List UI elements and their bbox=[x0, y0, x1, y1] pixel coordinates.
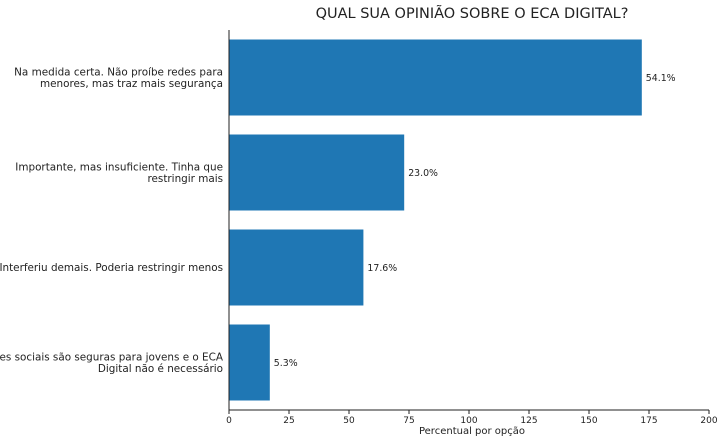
category-label-3-1: Digital não é necessário bbox=[98, 363, 223, 375]
x-tick-label-6: 150 bbox=[580, 416, 597, 426]
bar-2 bbox=[229, 229, 364, 306]
x-tick-label-2: 50 bbox=[343, 416, 355, 426]
x-ticks: 0 25 50 75 100 125 150 175 200 bbox=[226, 410, 718, 426]
x-tick-label-1: 25 bbox=[283, 416, 294, 426]
x-tick-label-3: 75 bbox=[403, 416, 414, 426]
bars-group bbox=[229, 39, 642, 401]
x-tick-label-5: 125 bbox=[520, 416, 537, 426]
x-tick-label-8: 200 bbox=[700, 416, 717, 426]
x-tick-label-7: 175 bbox=[640, 416, 657, 426]
x-axis-label: Percentual por opção bbox=[419, 426, 525, 437]
data-labels: 54.1% 23.0% 17.6% 5.3% bbox=[274, 73, 676, 369]
data-label-0: 54.1% bbox=[646, 73, 676, 84]
chart-title: QUAL SUA OPINIÃO SOBRE O ECA DIGITAL? bbox=[316, 5, 629, 22]
bar-1 bbox=[229, 134, 405, 211]
x-tick-label-4: 100 bbox=[460, 416, 477, 426]
bar-0 bbox=[229, 39, 642, 116]
category-label-0-0: Na medida certa. Não proíbe redes para bbox=[14, 66, 223, 78]
category-label-1-0: Importante, mas insuficiente. Tinha que bbox=[15, 161, 223, 173]
x-tick-label-0: 0 bbox=[226, 416, 232, 426]
category-label-2-0: Interferiu demais. Poderia restringir me… bbox=[0, 262, 223, 274]
bar-3 bbox=[229, 324, 270, 401]
data-label-2: 17.6% bbox=[367, 263, 397, 274]
category-label-3-0: Redes sociais são seguras para jovens e … bbox=[0, 351, 224, 363]
category-label-0-1: menores, mas traz mais segurança bbox=[40, 78, 223, 90]
category-labels: Na medida certa. Não proíbe redes parame… bbox=[0, 66, 224, 375]
data-label-1: 23.0% bbox=[408, 168, 438, 179]
category-label-1-1: restringir mais bbox=[147, 173, 223, 185]
data-label-3: 5.3% bbox=[274, 358, 298, 369]
